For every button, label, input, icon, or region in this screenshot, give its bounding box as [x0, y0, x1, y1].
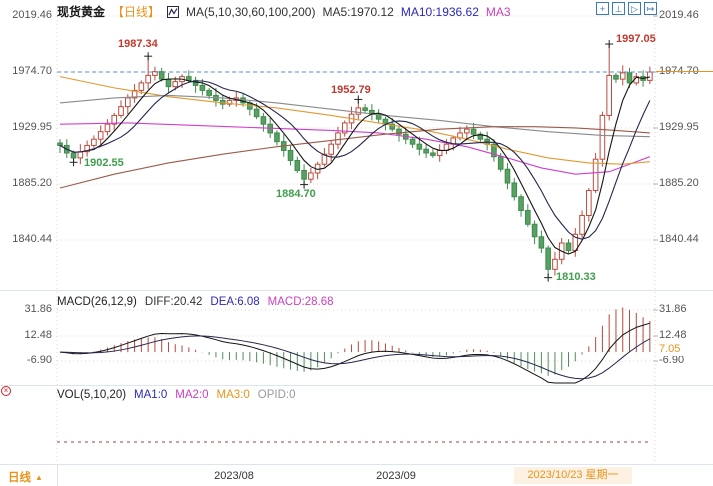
current-price-tick-line — [656, 71, 713, 72]
macd-legend: MACD(26,12,9) DIFF:20.42 DEA:6.08 MACD:2… — [57, 296, 334, 308]
diff-value: DIFF:20.42 — [144, 296, 203, 308]
macd-value: MACD:28.68 — [267, 296, 334, 308]
period-tag: 【日线】 — [112, 5, 161, 19]
period-label: 日线 — [8, 472, 31, 484]
vol-ma3-value: MA3:0 — [216, 389, 250, 401]
opid-value: OPID:0 — [257, 389, 296, 401]
vol-ma2-value: MA2:0 — [175, 389, 209, 401]
dea-value: DEA:6.08 — [210, 296, 260, 308]
chart-type-icon[interactable] — [167, 5, 180, 18]
main-chart-legend: 现货黄金 【日线】 MA(5,10,30,60,100,200) MA5:197… — [57, 3, 511, 20]
period-selector[interactable]: 日线 ▲ — [8, 469, 43, 485]
macd-current-value: 7.05 — [657, 343, 683, 356]
ma10-value: MA10:1936.62 — [400, 4, 479, 19]
axis-scale-icon[interactable]: ⊥ — [612, 2, 625, 15]
current-date-label: 2023/10/23 星期一 — [514, 467, 632, 484]
volume-legend: VOL(5,10,20) MA1:0 MA2:0 MA3:0 OPID:0 — [57, 389, 296, 401]
ma-settings-label: MA(5,10,30,60,100,200) — [186, 4, 316, 19]
ma30-value-truncated: MA3 — [485, 4, 511, 19]
macd-title: MACD(26,12,9) — [57, 296, 137, 308]
symbol-title: 现货黄金 — [57, 5, 106, 19]
chart-toolbar: + ⊥ ▷ ↦ — [596, 2, 657, 15]
play-forward-icon[interactable]: ▷ — [628, 2, 641, 15]
close-subchart-button[interactable]: × — [1, 386, 11, 396]
triangle-up-icon: ▲ — [35, 472, 43, 482]
ma5-value: MA5:1970.12 — [322, 4, 394, 19]
vol-ma1-value: MA1:0 — [134, 389, 168, 401]
shift-right-icon[interactable]: ↦ — [644, 2, 657, 15]
crosshair-icon[interactable]: + — [596, 2, 609, 15]
vol-title: VOL(5,10,20) — [57, 389, 127, 401]
